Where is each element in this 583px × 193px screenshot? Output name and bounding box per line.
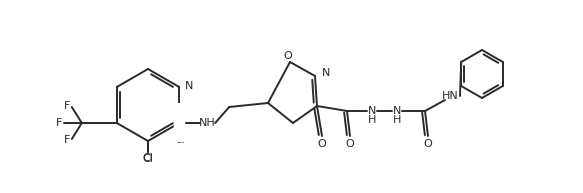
Text: N: N [185, 81, 194, 91]
Text: Cl: Cl [175, 135, 185, 145]
Text: F: F [55, 118, 62, 128]
Text: F: F [64, 101, 70, 111]
Text: N: N [368, 106, 376, 116]
Text: O: O [318, 139, 326, 149]
Text: H: H [393, 115, 401, 125]
Text: O: O [424, 139, 433, 149]
Text: O: O [283, 51, 293, 61]
Text: N: N [322, 68, 331, 78]
Text: O: O [346, 139, 354, 149]
Text: N: N [393, 106, 401, 116]
Text: F: F [64, 135, 70, 145]
Text: HN: HN [442, 91, 458, 101]
Text: Cl: Cl [143, 153, 153, 163]
Text: Cl: Cl [143, 154, 153, 164]
Text: H: H [368, 115, 376, 125]
Text: NH: NH [199, 118, 216, 128]
